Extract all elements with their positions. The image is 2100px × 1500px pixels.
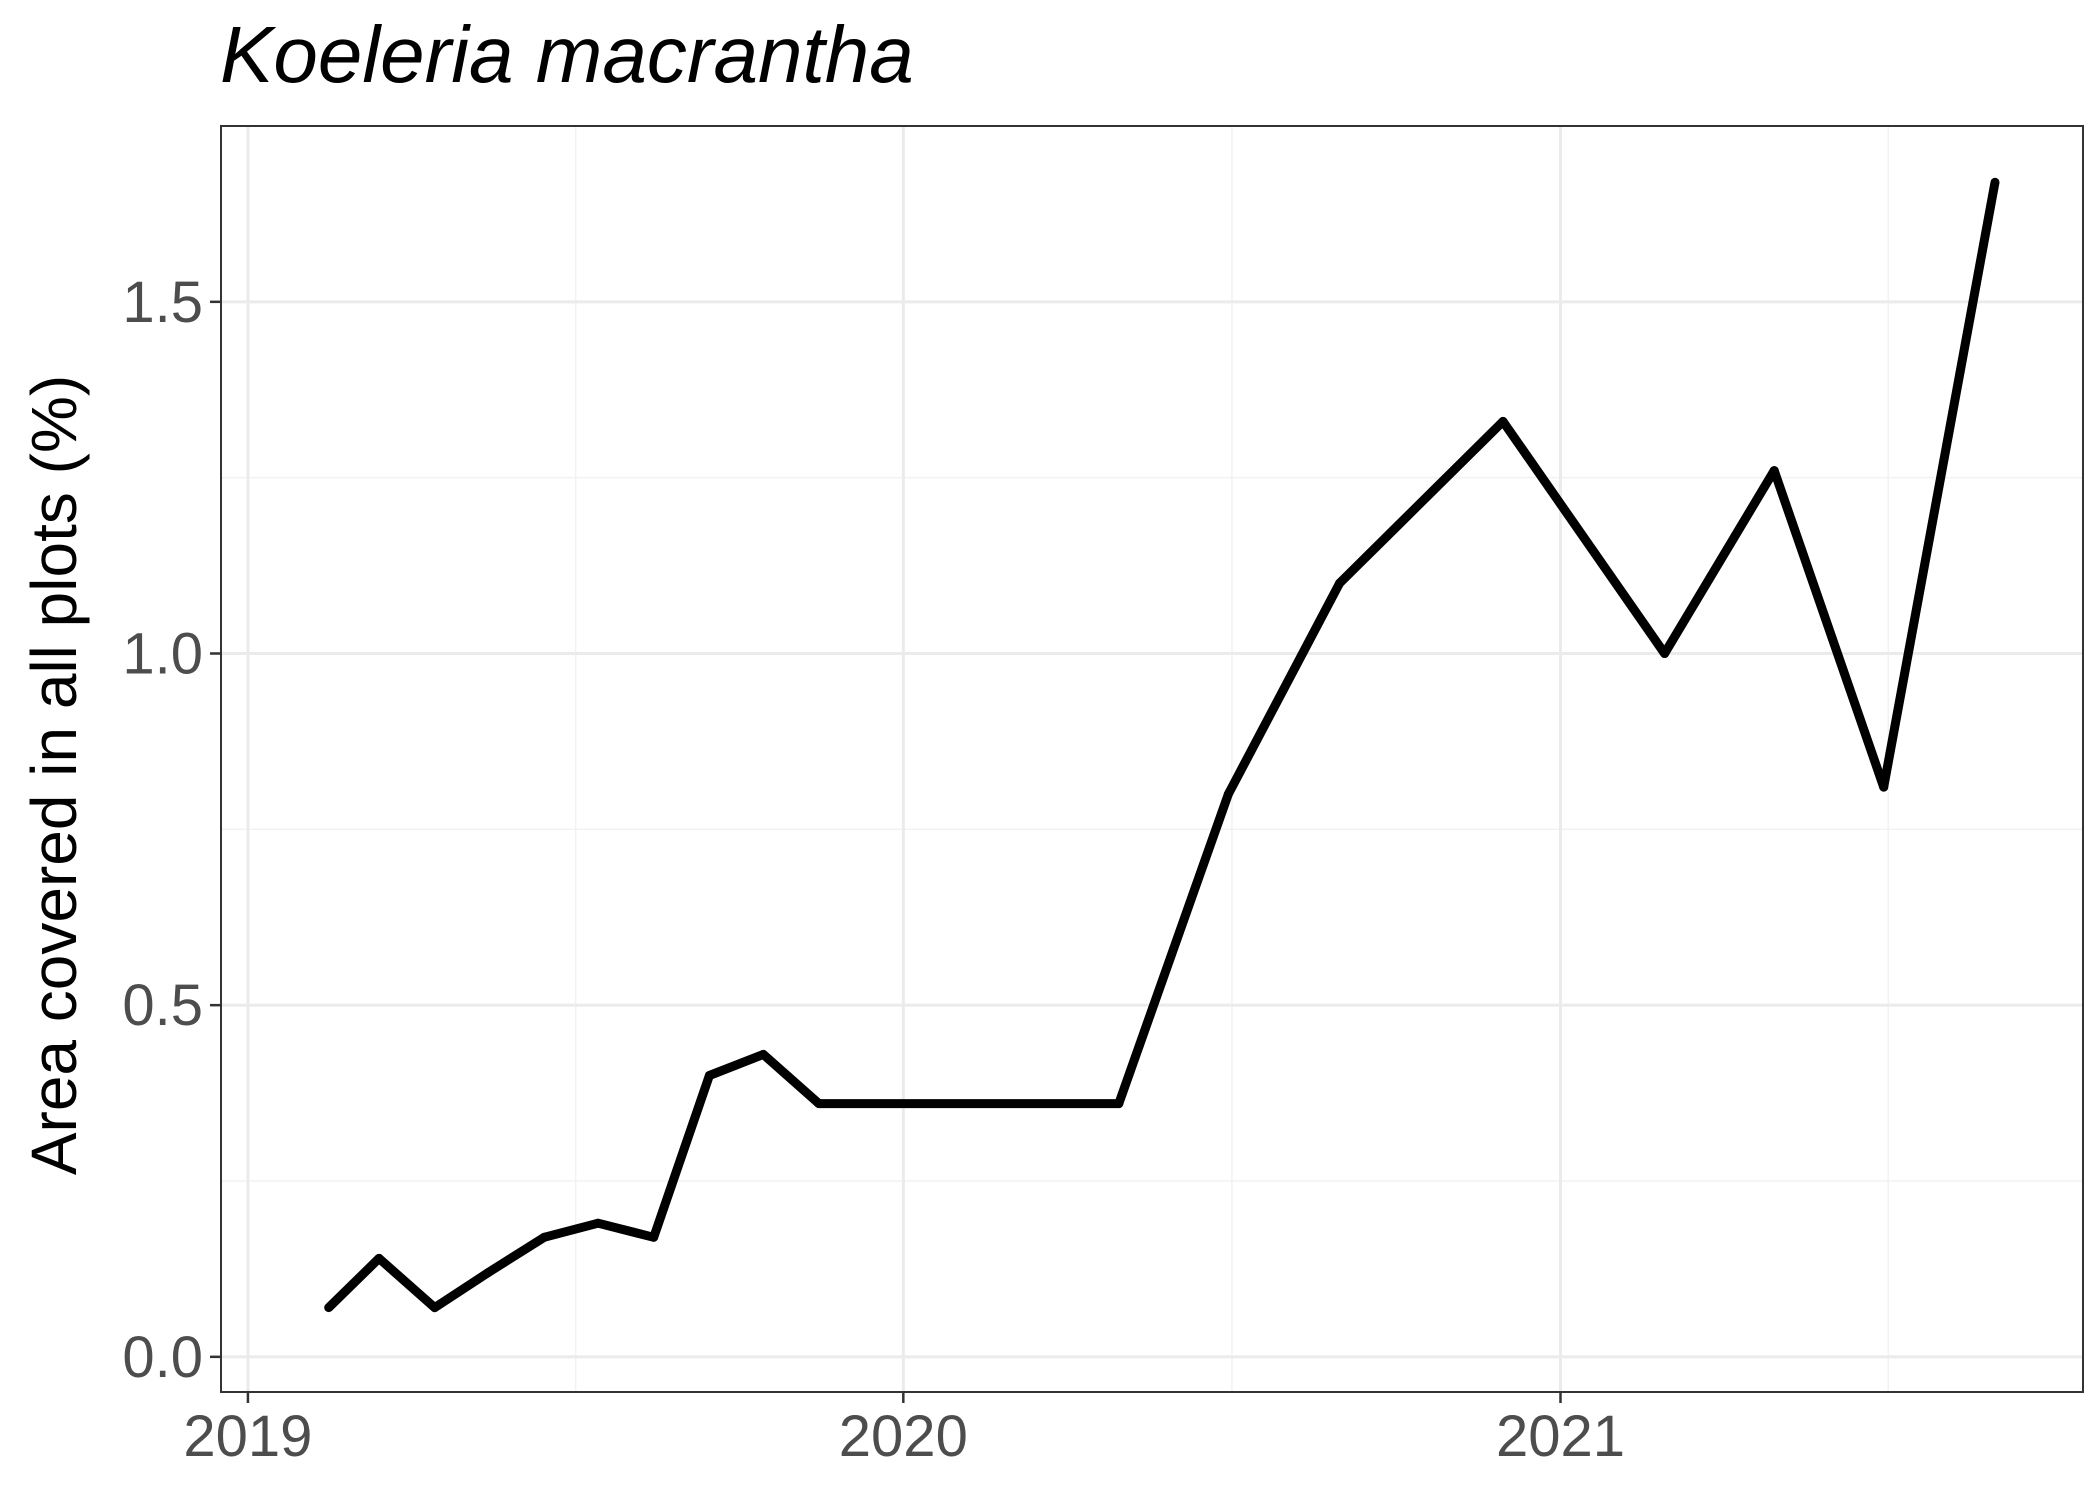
series-line-1 — [325, 181, 2000, 1313]
data-point — [430, 1303, 440, 1313]
data-point — [484, 1267, 493, 1277]
y-tick-label: 0.0 — [122, 1325, 203, 1390]
data-point — [593, 1218, 603, 1228]
data-point — [1990, 177, 2000, 187]
y-tick-label: 1.0 — [122, 622, 203, 687]
data-point — [1660, 649, 1670, 658]
x-tick-label: 2021 — [1496, 1404, 1625, 1469]
data-point — [1114, 1099, 1124, 1109]
axes: 0.0 0.5 1.0 1.5 2019 2020 2021 — [122, 270, 1625, 1469]
chart-title: Koeleria macrantha — [220, 10, 914, 99]
data-point — [814, 1099, 824, 1109]
data-point — [374, 1253, 384, 1263]
data-point — [704, 1071, 714, 1080]
data-point — [758, 1049, 768, 1059]
data-series — [324, 177, 2000, 1313]
data-point — [539, 1232, 549, 1242]
data-point — [1498, 416, 1508, 426]
data-point — [324, 1303, 334, 1313]
plot-panel-border — [220, 125, 2084, 1393]
data-point — [649, 1232, 659, 1242]
data-point — [1335, 578, 1345, 588]
data-point — [1769, 466, 1779, 476]
data-point — [1223, 789, 1233, 799]
y-axis-label: Area covered in all plots (%) — [18, 375, 90, 1175]
y-tick-label: 1.5 — [122, 270, 203, 335]
x-tick-label: 2019 — [183, 1404, 312, 1469]
x-tick-label: 2020 — [839, 1404, 968, 1469]
y-tick-label: 0.5 — [122, 973, 203, 1038]
data-point — [1879, 782, 1889, 792]
